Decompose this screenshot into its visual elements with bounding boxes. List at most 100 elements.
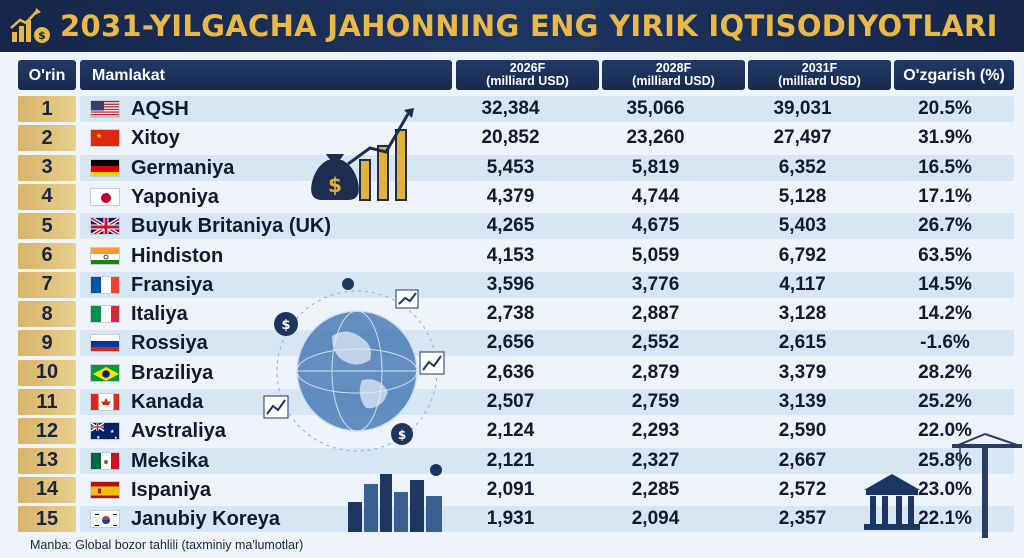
- chart-growth-icon: $: [0, 0, 60, 52]
- row-background: [80, 301, 1014, 328]
- row-background: [80, 447, 1014, 474]
- change-percent: 31.9%: [918, 127, 972, 149]
- value-2031: 39,031: [773, 98, 832, 119]
- change-percent: 25.2%: [918, 391, 972, 412]
- row-background: [80, 418, 1014, 445]
- flag-jp-icon: [90, 187, 120, 206]
- value-2028: 5,059: [631, 244, 680, 266]
- title-bar: $ 2031-YILGACHA JAHONNING ENG YIRIK IQTI…: [0, 0, 1024, 52]
- change-percent: 14.2%: [918, 303, 972, 325]
- country-name: Avstraliya: [131, 420, 226, 443]
- value-2031: 2,357: [778, 508, 827, 530]
- flag-es-icon: [90, 480, 120, 499]
- rank-cell: 4: [18, 183, 76, 210]
- flag-us-icon: [90, 100, 120, 118]
- table-row: 1 AQSH 32,384 35,066 39,031 20.5%: [18, 96, 1014, 122]
- value-2028: 2,887: [631, 303, 680, 325]
- value-2028: 2,552: [631, 332, 680, 354]
- row-background: [80, 183, 1014, 210]
- row-background: [80, 125, 1014, 152]
- country-name: Janubiy Koreya: [131, 508, 280, 531]
- value-2028: 2,293: [631, 420, 680, 442]
- change-percent: 16.5%: [918, 156, 972, 178]
- value-2026: 32,384: [481, 98, 540, 119]
- svg-text:$: $: [38, 29, 46, 42]
- header-2031: 2031F (milliard USD): [748, 60, 891, 90]
- value-2031: 27,497: [773, 127, 832, 149]
- value-2031: 3,379: [778, 361, 827, 383]
- flag-gb-icon: [90, 217, 120, 236]
- row-background: [80, 242, 1014, 269]
- svg-text:$: $: [328, 173, 342, 197]
- money-bag-icon: $: [311, 108, 414, 201]
- change-percent: -1.6%: [920, 332, 970, 354]
- country-name: Hindiston: [131, 244, 224, 267]
- value-2028: 4,744: [631, 185, 680, 207]
- flag-in-icon: [90, 246, 120, 265]
- header-2028: 2028F (milliard USD): [602, 60, 745, 90]
- value-2031: 2,572: [778, 478, 827, 500]
- value-2026: 2,124: [486, 420, 535, 442]
- rank-cell: 6: [18, 242, 76, 269]
- header-2028-year: 2028F: [655, 61, 692, 75]
- value-2031: 2,667: [778, 449, 827, 471]
- value-2031: 3,139: [778, 391, 827, 412]
- flag-br-icon: [90, 363, 120, 382]
- table-header: O'rin Mamlakat 2026F (milliard USD) 2028…: [18, 60, 1014, 90]
- rank-cell: 13: [18, 447, 76, 474]
- value-2028: 2,327: [631, 449, 680, 471]
- header-2031-unit: (milliard USD): [778, 74, 861, 88]
- city-skyline-icon: [348, 464, 442, 532]
- rank-cell: 15: [18, 506, 76, 533]
- value-2026: 2,738: [486, 303, 535, 325]
- rank-cell: 14: [18, 476, 76, 503]
- value-2026: 5,453: [486, 156, 535, 178]
- value-2026: 4,265: [486, 215, 535, 237]
- country-name: Kanada: [131, 391, 204, 413]
- value-2031: 2,615: [778, 332, 827, 354]
- value-2026: 2,121: [486, 449, 535, 471]
- rank-cell: 5: [18, 213, 76, 240]
- table-row: 13 Meksika 2,121 2,327 2,667 25.8%: [18, 447, 1014, 474]
- change-percent: 22.0%: [918, 420, 972, 442]
- bank-icon: [864, 433, 1022, 538]
- value-2026: 2,507: [486, 391, 535, 412]
- svg-text:★: ★: [114, 435, 118, 440]
- change-percent: 17.1%: [918, 185, 972, 207]
- flag-cn-icon: ★: [90, 129, 120, 148]
- table-row: 3 Germaniya 5,453 5,819 6,352 16.5%: [18, 154, 1014, 181]
- row-background: [80, 476, 1014, 503]
- value-2028: 5,819: [631, 156, 680, 178]
- flag-kr-icon: [90, 510, 120, 529]
- value-2028: 35,066: [626, 98, 685, 119]
- header-2026-year: 2026F: [509, 61, 546, 75]
- header-2028-unit: (milliard USD): [632, 74, 715, 88]
- change-percent: 63.5%: [918, 244, 972, 266]
- country-name: Italiya: [131, 303, 188, 326]
- change-percent: 28.2%: [918, 361, 972, 383]
- country-name: Xitoy: [131, 127, 180, 150]
- svg-text:★: ★: [110, 429, 115, 435]
- flag-ru-icon: [90, 334, 120, 353]
- row-background: [80, 359, 1014, 386]
- rank-cell: 1: [18, 96, 76, 122]
- flag-mx-icon: [90, 451, 120, 470]
- table-row: 8 Italiya 2,738 2,887 3,128 14.2%: [18, 301, 1014, 328]
- value-2028: 2,094: [631, 508, 680, 530]
- country-name: Yaponiya: [131, 185, 219, 208]
- rank-cell: 9: [18, 330, 76, 357]
- change-percent: 14.5%: [918, 273, 972, 295]
- country-name: Rossiya: [131, 332, 208, 355]
- rank-cell: 11: [18, 389, 76, 415]
- header-change: O'zgarish (%): [894, 60, 1014, 90]
- value-2026: 1,931: [486, 508, 535, 530]
- header-country: Mamlakat: [80, 60, 452, 90]
- rank-cell: 3: [18, 154, 76, 181]
- row-background: [80, 96, 1014, 122]
- value-2026: 4,379: [486, 185, 535, 207]
- change-percent: 20.5%: [918, 98, 972, 119]
- rank-cell: 12: [18, 418, 76, 445]
- header-2026-unit: (milliard USD): [486, 74, 569, 88]
- row-background: [80, 389, 1014, 415]
- flag-it-icon: [90, 305, 120, 324]
